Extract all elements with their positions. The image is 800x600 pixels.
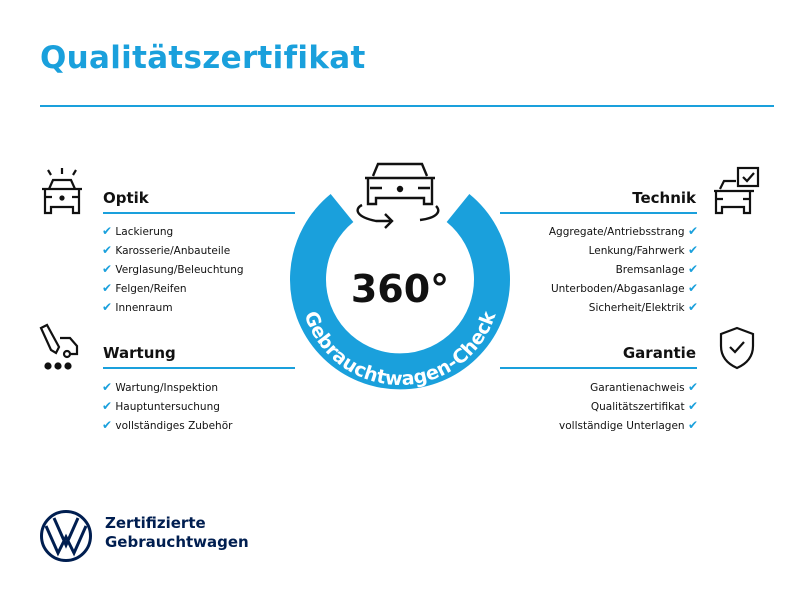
car-lights-icon — [42, 168, 82, 215]
technik-list: Aggregate/Antriebsstrang ✔ Lenkung/Fahrw… — [480, 222, 698, 317]
check-icon: ✔ — [102, 281, 113, 295]
check-360-badge: 360° Gebrauchtwagen-Check — [290, 162, 510, 390]
section-title-wartung: Wartung — [103, 344, 176, 362]
list-item: ✔ Felgen/Reifen — [102, 281, 187, 295]
technik-divider — [500, 212, 697, 214]
vw-logo — [40, 510, 92, 562]
list-item: Lenkung/Fahrwerk ✔ — [588, 243, 698, 257]
car-checklist-icon — [714, 166, 760, 215]
list-item: Bremsanlage ✔ — [615, 262, 698, 276]
list-item: ✔ Karosserie/Anbauteile — [102, 243, 231, 257]
section-title-technik: Technik — [632, 189, 696, 207]
check-icon: ✔ — [102, 300, 113, 314]
check-icon: ✔ — [687, 224, 698, 238]
garantie-list: Garantienachweis ✔ Qualitätszertifikat ✔… — [480, 378, 698, 435]
check-icon: ✔ — [687, 243, 698, 257]
car-rotate-icon — [356, 162, 440, 229]
footer-line1: Zertifizierte — [105, 514, 206, 532]
check-icon: ✔ — [687, 300, 698, 314]
check-icon: ✔ — [102, 380, 113, 394]
optik-divider — [103, 212, 295, 214]
check-icon: ✔ — [102, 243, 113, 257]
check-icon: ✔ — [687, 418, 698, 432]
ring-arc — [290, 194, 510, 390]
section-title-optik: Optik — [103, 189, 149, 207]
wartung-divider — [103, 367, 295, 369]
check-icon: ✔ — [102, 262, 113, 276]
title-divider — [40, 105, 774, 107]
list-item: ✔ Verglasung/Beleuchtung — [102, 262, 244, 276]
list-item: Aggregate/Antriebsstrang ✔ — [548, 224, 698, 238]
footer-brand-text: Zertifizierte Gebrauchtwagen — [105, 514, 249, 552]
list-item: vollständige Unterlagen ✔ — [559, 418, 698, 432]
check-icon: ✔ — [102, 399, 113, 413]
list-item: Unterboden/Abgasanlage ✔ — [550, 281, 698, 295]
list-item: ✔ vollständiges Zubehör — [102, 418, 233, 432]
check-icon: ✔ — [687, 380, 698, 394]
list-item: ✔ Lackierung — [102, 224, 174, 238]
check-icon: ✔ — [687, 399, 698, 413]
check-icon: ✔ — [687, 281, 698, 295]
garantie-divider — [500, 367, 697, 369]
check-icon: ✔ — [102, 224, 113, 238]
list-item: ✔ Innenraum — [102, 300, 173, 314]
optik-list: ✔ Lackierung ✔ Karosserie/Anbauteile ✔ V… — [102, 222, 244, 317]
degree-label: 360° — [351, 267, 449, 311]
section-title-garantie: Garantie — [622, 344, 696, 362]
list-item: ✔ Hauptuntersuchung — [102, 399, 220, 413]
check-icon: ✔ — [102, 418, 113, 432]
list-item: ✔ Wartung/Inspektion — [102, 380, 219, 394]
footer-line2: Gebrauchtwagen — [105, 533, 249, 551]
page-title: Qualitätszertifikat — [40, 40, 366, 76]
list-item: Sicherheit/Elektrik ✔ — [588, 300, 698, 314]
list-item: Garantienachweis ✔ — [590, 380, 698, 394]
check-icon: ✔ — [687, 262, 698, 276]
maintenance-icon — [39, 323, 79, 370]
wartung-list: ✔ Wartung/Inspektion ✔ Hauptuntersuchung… — [102, 378, 232, 435]
shield-check-icon — [719, 326, 755, 370]
list-item: Qualitätszertifikat ✔ — [590, 399, 698, 413]
